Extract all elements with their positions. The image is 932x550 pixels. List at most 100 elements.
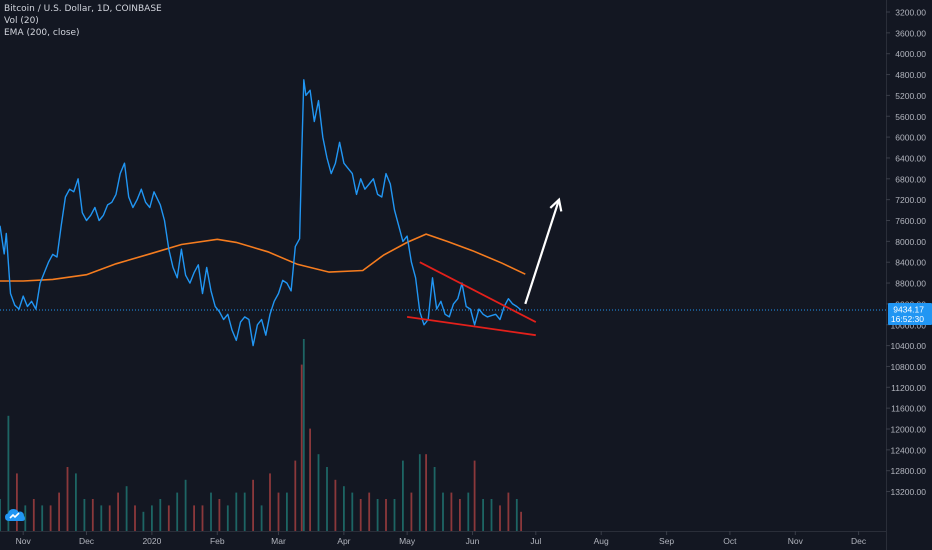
time-tick-label: Dec xyxy=(851,536,867,546)
volume-bar xyxy=(167,505,170,531)
bar-countdown-label: 16:52:30 xyxy=(891,314,924,324)
volume-bar xyxy=(235,492,238,531)
volume-bar xyxy=(210,492,212,531)
volume-bar xyxy=(300,364,303,531)
volume-bar xyxy=(226,505,229,531)
price-tick-label: 4800.00 xyxy=(895,70,926,80)
wedge-trendline-1 xyxy=(419,261,537,323)
price-tick-label: 6800.00 xyxy=(895,174,926,184)
price-tick-label: 3200.00 xyxy=(895,8,926,18)
time-tick-label: May xyxy=(399,536,416,546)
volume-bar xyxy=(16,473,18,531)
volume-bar xyxy=(326,467,328,531)
volume-bar xyxy=(269,473,271,531)
volume-bar xyxy=(425,454,427,531)
volume-bar xyxy=(410,492,413,531)
volume-bar xyxy=(467,492,470,531)
volume-bar xyxy=(108,505,111,531)
breakout-arrow-shaft xyxy=(524,199,561,305)
time-tick-label: Jul xyxy=(530,536,541,546)
price-axis: 3200.00 3600.00 4000.00 4800.00 5200.00 5600.… xyxy=(886,8,927,497)
volume-bar xyxy=(286,492,288,531)
price-tick-label: 7200.00 xyxy=(895,195,926,205)
time-axis: Nov Dec 2020 Feb Mar Apr May Jun Jul Aug Sep Oct Nov… xyxy=(16,531,867,546)
price-tick-label: 10800.00 xyxy=(891,362,927,372)
price-tick-label: 10000.00 xyxy=(891,320,927,330)
tradingview-cloud-icon[interactable] xyxy=(4,506,26,524)
volume-bar xyxy=(100,505,103,531)
price-tick-label: 8400.00 xyxy=(895,258,926,268)
price-tick-label: 8000.00 xyxy=(895,237,926,247)
volume-bar xyxy=(459,499,461,531)
time-tick-label: Nov xyxy=(16,536,32,546)
price-tick-label: 11600.00 xyxy=(891,404,926,414)
volume-bar xyxy=(75,473,77,531)
time-tick-label: Feb xyxy=(210,536,225,546)
volume-bar xyxy=(58,492,60,531)
volume-bar xyxy=(302,339,305,531)
volume-bar xyxy=(193,505,195,531)
volume-bar xyxy=(450,492,453,531)
volume-bar xyxy=(49,505,52,531)
volume-bar xyxy=(393,499,396,531)
time-tick-label: Mar xyxy=(271,536,286,546)
symbol-title[interactable]: Bitcoin / U.S. Dollar, 1D, COINBASE xyxy=(4,4,162,14)
volume-bar xyxy=(218,499,221,531)
volume-bar xyxy=(520,511,522,531)
price-tick-label: 4000.00 xyxy=(895,49,926,59)
time-tick-label: Sep xyxy=(659,536,674,546)
last-price-badge xyxy=(888,303,932,325)
price-tick-label: 10400.00 xyxy=(891,341,927,351)
volume-bar xyxy=(24,505,27,531)
volume-bar xyxy=(277,492,280,531)
wedge-trendline-2 xyxy=(406,316,536,337)
volume-bar xyxy=(294,460,297,531)
volume-bar xyxy=(117,492,119,531)
volume-bar xyxy=(91,499,94,531)
volume-bar xyxy=(351,492,354,531)
volume-bar xyxy=(32,499,35,531)
volume-bar xyxy=(317,454,320,531)
volume-bar xyxy=(343,486,345,531)
volume-bar xyxy=(142,511,145,531)
volume-bar xyxy=(499,505,501,531)
volume-bar xyxy=(515,499,518,531)
price-tick-label: 7600.00 xyxy=(895,216,926,226)
time-tick-label: Nov xyxy=(788,536,804,546)
volume-bar xyxy=(385,499,387,531)
time-tick-label: Dec xyxy=(79,536,95,546)
volume-bar xyxy=(151,505,153,531)
volume-bar xyxy=(159,499,162,531)
price-tick-label: 12800.00 xyxy=(891,466,927,476)
volume-bar xyxy=(7,415,10,531)
time-tick-label: Oct xyxy=(723,536,737,546)
volume-bar xyxy=(507,492,510,531)
price-tick-label: 13200.00 xyxy=(891,487,927,497)
volume-bar xyxy=(334,479,337,531)
volume-bar xyxy=(490,499,493,531)
last-price-label: 9434.17 xyxy=(893,305,924,315)
price-tick-label: 11200.00 xyxy=(891,383,926,393)
ema-200-line xyxy=(0,233,526,282)
volume-bar xyxy=(260,505,263,531)
ema-indicator-label[interactable]: EMA (200, close) xyxy=(4,28,80,38)
price-tick-label: 8800.00 xyxy=(895,279,926,289)
price-line xyxy=(0,79,522,347)
volume-bar xyxy=(418,454,421,531)
price-tick-label: 6000.00 xyxy=(895,133,926,143)
volume-indicator-label[interactable]: Vol (20) xyxy=(4,16,39,26)
volume-bar xyxy=(309,428,311,531)
volume-bar xyxy=(134,505,136,531)
volume-bar xyxy=(433,467,436,531)
price-tick-label: 6400.00 xyxy=(895,154,926,164)
volume-bar xyxy=(243,492,246,531)
volume-bar xyxy=(66,467,69,531)
volume-bar xyxy=(201,505,204,531)
time-tick-label: Aug xyxy=(594,536,609,546)
volume-bar xyxy=(0,499,1,531)
volume-bar xyxy=(41,505,44,531)
volume-bar xyxy=(482,499,484,531)
